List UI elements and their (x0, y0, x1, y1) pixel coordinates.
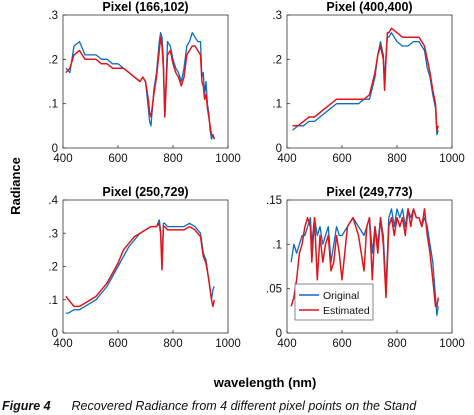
x-tick-label: 1000 (215, 338, 241, 350)
x-tick-label: 800 (163, 153, 182, 165)
x-tick-label: 600 (332, 153, 351, 165)
radiance-figure: Radiance wavelength (nm) Pixel (166,102)… (8, 0, 465, 390)
x-tick-label: 1000 (215, 153, 241, 165)
axes-frame (62, 199, 229, 334)
series-line-estimated (65, 36, 216, 140)
x-tick-label: 800 (163, 338, 182, 350)
y-tick-label: .05 (266, 284, 282, 296)
y-tick-label: 0 (52, 328, 58, 340)
y-tick-label: .2 (48, 262, 58, 274)
axes-frame (62, 14, 229, 149)
legend-label-estimated: Estimated (323, 305, 370, 317)
x-tick-label: 800 (387, 153, 406, 165)
y-tick-label: 0 (276, 328, 282, 340)
y-tick-label: .1 (48, 99, 58, 111)
subplot-3: Pixel (250,729) 400 600 800 1000 0 .1 .2 .3 .4 (48, 185, 240, 350)
subplot-title: Pixel (400,400) (326, 0, 412, 14)
y-tick-label: .4 (48, 195, 58, 207)
subplot-title: Pixel (166,102) (102, 0, 188, 14)
subplot-4: Pixel (249,773) 400 600 800 1000 0 .05 .1 .15 Ori… (266, 185, 465, 350)
x-tick-label: 400 (53, 338, 72, 350)
x-tick-label: 800 (387, 338, 406, 350)
x-tick-label: 600 (108, 153, 127, 165)
y-tick-label: .15 (266, 195, 282, 207)
y-tick-label: 0 (52, 143, 58, 155)
series-line-estimated (292, 27, 440, 132)
series-line-original (292, 32, 439, 136)
x-axis-label: wavelength (nm) (213, 375, 317, 390)
y-tick-label: .2 (48, 54, 58, 66)
caption-text: Recovered Radiance from 4 different pixe… (71, 399, 417, 413)
legend-label-original: Original (323, 290, 359, 302)
caption-label: Figure 4 (2, 399, 51, 413)
axes-frame (286, 14, 453, 149)
y-tick-label: .1 (272, 99, 282, 111)
figure-caption: Figure 4 Recovered Radiance from 4 diffe… (2, 399, 472, 415)
y-tick-label: 0 (276, 143, 282, 155)
y-tick-label: .3 (48, 228, 58, 240)
legend-box (294, 283, 374, 321)
y-tick-label: .3 (48, 10, 58, 22)
y-tick-label: .1 (48, 295, 58, 307)
y-axis-label: Radiance (8, 157, 23, 215)
y-tick-label: .2 (272, 54, 282, 66)
x-tick-label: 400 (277, 153, 296, 165)
x-tick-label: 1000 (439, 338, 465, 350)
y-tick-label: .3 (272, 10, 282, 22)
subplot-2: Pixel (400,400) 400 600 800 1000 0 .1 .2 .3 (272, 0, 464, 165)
series-line-original (65, 32, 215, 140)
series-line-estimated (65, 222, 216, 308)
subplot-title: Pixel (250,729) (102, 185, 188, 199)
x-tick-label: 600 (108, 338, 127, 350)
axes-frame (286, 199, 453, 334)
subplot-title: Pixel (249,773) (326, 185, 412, 199)
x-tick-label: 1000 (439, 153, 465, 165)
x-tick-label: 600 (332, 338, 351, 350)
y-tick-label: .1 (272, 239, 282, 251)
x-tick-label: 400 (53, 153, 72, 165)
subplot-1: Pixel (166,102) 400 600 800 1000 0 .1 .2 .3 (48, 0, 240, 165)
series-line-estimated (290, 208, 440, 308)
x-tick-label: 400 (277, 338, 296, 350)
